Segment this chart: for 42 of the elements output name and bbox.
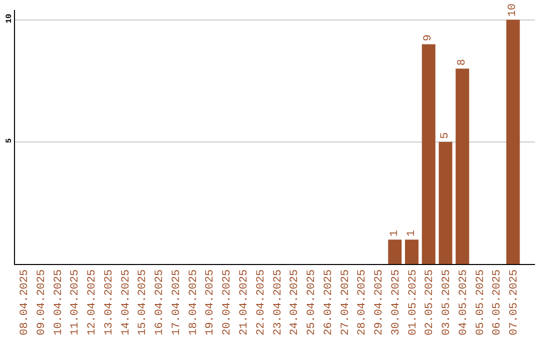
x-tick-label: 30.04.2025 <box>390 269 402 336</box>
x-tick-label: 27.04.2025 <box>340 269 352 336</box>
bar <box>438 142 452 264</box>
x-tick-label: 04.05.2025 <box>458 269 470 336</box>
x-tick-label: 16.04.2025 <box>154 269 166 336</box>
data-label: 1 <box>388 230 401 237</box>
x-tick-label: 18.04.2025 <box>188 269 200 336</box>
bar <box>422 44 436 264</box>
data-label: 5 <box>440 132 452 139</box>
x-tick-label: 05.05.2025 <box>474 269 487 336</box>
x-tick-label: 21.04.2025 <box>238 269 250 336</box>
x-tick-label: 29.04.2025 <box>374 269 386 336</box>
data-label: 8 <box>456 59 468 66</box>
x-tick-label: 26.04.2025 <box>322 269 335 336</box>
x-tick-label: 07.05.2025 <box>508 269 521 336</box>
x-tick-label: 13.04.2025 <box>103 269 116 336</box>
bar <box>388 240 402 264</box>
x-tick-label: 28.04.2025 <box>356 269 369 336</box>
x-tick-label: 20.04.2025 <box>222 269 234 336</box>
x-tick-label: 15.04.2025 <box>137 269 150 336</box>
x-tick-label: 22.04.2025 <box>255 269 268 336</box>
x-tick-label: 25.04.2025 <box>306 269 318 336</box>
data-label: 1 <box>406 230 418 237</box>
x-tick-label: 02.05.2025 <box>424 269 436 336</box>
bar <box>405 240 419 264</box>
x-tick-label: 17.04.2025 <box>170 269 183 336</box>
x-tick-label: 10.04.2025 <box>52 269 65 336</box>
x-tick-label: 03.05.2025 <box>441 269 454 336</box>
data-label: 10 <box>507 4 520 17</box>
x-tick-label: 24.04.2025 <box>289 269 302 336</box>
x-tick-label: 12.04.2025 <box>86 269 99 336</box>
x-tick-label: 01.05.2025 <box>407 269 420 336</box>
data-label: 9 <box>422 34 435 42</box>
x-tick-label: 11.04.2025 <box>70 269 82 336</box>
bar <box>456 68 470 264</box>
x-tick-label: 23.04.2025 <box>272 269 284 336</box>
bar <box>506 20 520 264</box>
x-tick-label: 06.05.2025 <box>492 269 504 336</box>
x-tick-label: 19.04.2025 <box>204 269 217 336</box>
x-tick-label: 08.04.2025 <box>19 269 32 336</box>
x-tick-label: 09.04.2025 <box>36 269 48 336</box>
x-tick-label: 14.04.2025 <box>120 269 132 336</box>
